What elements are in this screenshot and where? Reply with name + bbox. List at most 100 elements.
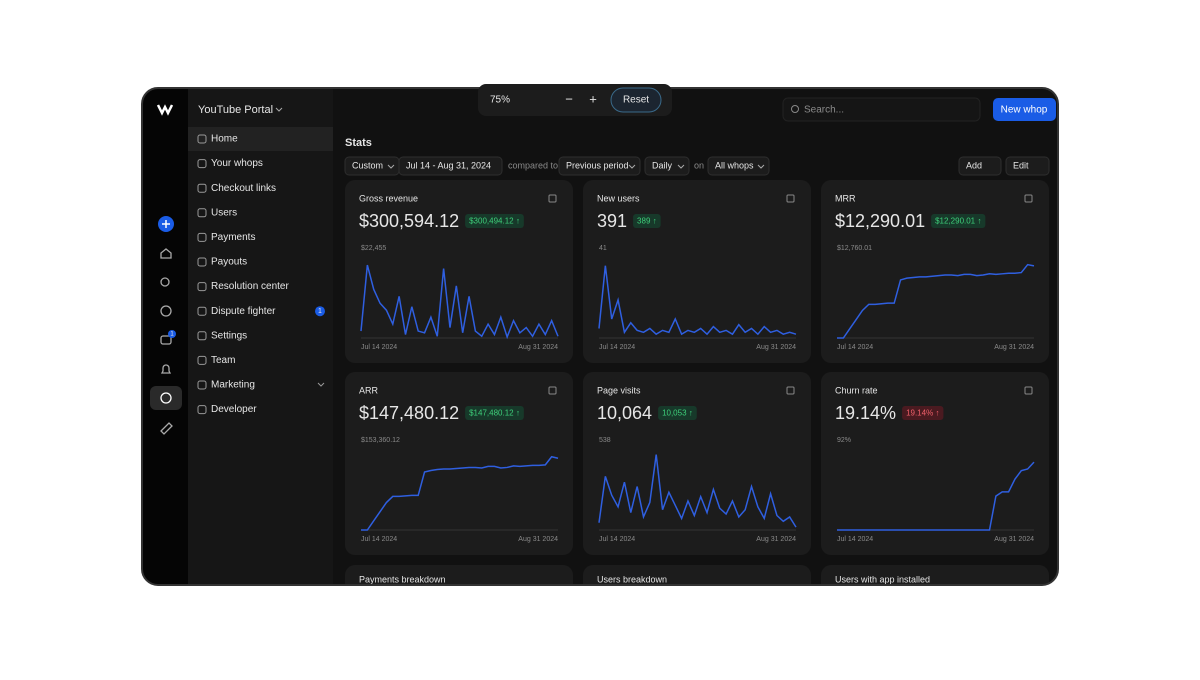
nav-item[interactable]: Team (211, 355, 235, 366)
sparkline (837, 263, 1035, 339)
rail-badge-bg (168, 330, 176, 338)
sparkline (598, 265, 797, 336)
delta-badge (931, 214, 986, 228)
search-icon[interactable] (160, 277, 170, 287)
external-icon (1024, 194, 1033, 203)
delta-text: $12,290.01 ↑ (935, 217, 981, 226)
lower-card-title: Users with app installed (835, 574, 930, 584)
card-value: 391 (597, 211, 627, 231)
external-icon (548, 194, 557, 203)
nav-item[interactable]: Checkout links (211, 183, 276, 194)
end-date: Aug 31 2024 (756, 344, 796, 351)
chevron (275, 107, 283, 112)
end-date: Aug 31 2024 (518, 536, 558, 543)
comparison-label: Previous period (566, 160, 629, 170)
delta-text: 389 ↑ (637, 217, 657, 226)
reset-button[interactable] (610, 87, 662, 113)
add-button-label: Add (966, 160, 982, 170)
new-button[interactable] (993, 98, 1056, 121)
ticket-icon[interactable] (160, 422, 173, 435)
peak-label: $153,360.12 (361, 437, 400, 444)
chevron (317, 382, 325, 387)
date-range[interactable] (398, 156, 503, 176)
edit-button[interactable] (1005, 156, 1050, 176)
delta-text: 19.14% ↑ (906, 409, 939, 418)
nav-item[interactable]: Settings (211, 330, 247, 341)
metric-card[interactable] (821, 372, 1049, 555)
card-value: 10,064 (597, 403, 652, 423)
metric-card[interactable] (345, 180, 573, 363)
scope[interactable] (707, 156, 770, 176)
nav-icon (197, 159, 207, 169)
metric-card[interactable] (583, 372, 811, 555)
nav-icon (197, 232, 207, 242)
bell-icon[interactable] (160, 364, 172, 374)
lower-card-title: Users breakdown (597, 574, 667, 584)
chevron (628, 164, 636, 169)
stats-icon[interactable] (160, 392, 172, 404)
nav-item[interactable]: Payouts (211, 257, 247, 268)
explore-icon[interactable] (160, 305, 172, 317)
reset-label: Reset (623, 95, 649, 106)
logo (156, 104, 174, 116)
nav-icon (197, 208, 207, 218)
interval-label: Daily (652, 160, 673, 170)
edit-button-label: Edit (1013, 160, 1029, 170)
metric-card[interactable] (821, 180, 1049, 363)
interval[interactable] (644, 156, 690, 176)
home-icon[interactable] (160, 248, 172, 259)
workspace[interactable]: YouTube Portal (198, 104, 273, 116)
delta-badge (902, 406, 944, 420)
rail-active (150, 386, 182, 410)
nav-item[interactable]: Marketing (211, 380, 255, 391)
nav-item[interactable]: Resolution center (211, 281, 289, 292)
end-date: Aug 31 2024 (756, 536, 796, 543)
scope-label: All whops (715, 160, 754, 170)
card-title: Churn rate (835, 385, 878, 395)
start-date: Jul 14 2024 (599, 344, 635, 351)
nav-item[interactable]: Developer (211, 404, 257, 415)
nav-item[interactable]: Home (211, 134, 238, 145)
delta-text: 10,053 ↑ (662, 409, 693, 418)
zoom-out[interactable]: − (565, 91, 573, 106)
metric-card[interactable] (583, 180, 811, 363)
end-date: Aug 31 2024 (994, 536, 1034, 543)
external-icon (786, 386, 795, 395)
plus (162, 220, 170, 228)
lower-card-title: Payments breakdown (359, 574, 446, 584)
nav-item[interactable]: Payments (211, 232, 255, 243)
nav-item[interactable]: Users (211, 207, 237, 218)
zoom-in[interactable]: + (589, 91, 597, 106)
nav-badge-bg (315, 306, 325, 317)
add-button[interactable] (958, 156, 1002, 176)
end-date: Aug 31 2024 (994, 344, 1034, 351)
lower-card (345, 565, 573, 585)
nav-item[interactable]: Dispute fighter (211, 306, 276, 317)
delta-badge (658, 406, 697, 420)
card-title: ARR (359, 385, 379, 395)
comparison[interactable] (558, 156, 641, 176)
search-box[interactable] (782, 97, 981, 122)
end-date: Aug 31 2024 (518, 344, 558, 351)
peak-label: 41 (599, 245, 607, 252)
rail-badge: 1 (170, 332, 174, 338)
nav-item[interactable]: Your whops (211, 158, 263, 169)
sparkline (837, 461, 1035, 531)
card-title: Page visits (597, 385, 641, 395)
nav-badge: 1 (318, 308, 322, 315)
nav-icon (197, 257, 207, 267)
peak-label: 538 (599, 437, 611, 444)
start-date: Jul 14 2024 (361, 536, 397, 543)
metric-card[interactable] (345, 372, 573, 555)
chevron (757, 164, 765, 169)
sparkline (361, 455, 559, 531)
chat-icon[interactable] (160, 335, 172, 345)
nav-icon (197, 355, 207, 365)
delta-badge (465, 406, 524, 420)
on-label: on (694, 160, 704, 170)
delta-badge (465, 214, 524, 228)
chevron (677, 164, 685, 169)
start-date: Jul 14 2024 (837, 344, 873, 351)
